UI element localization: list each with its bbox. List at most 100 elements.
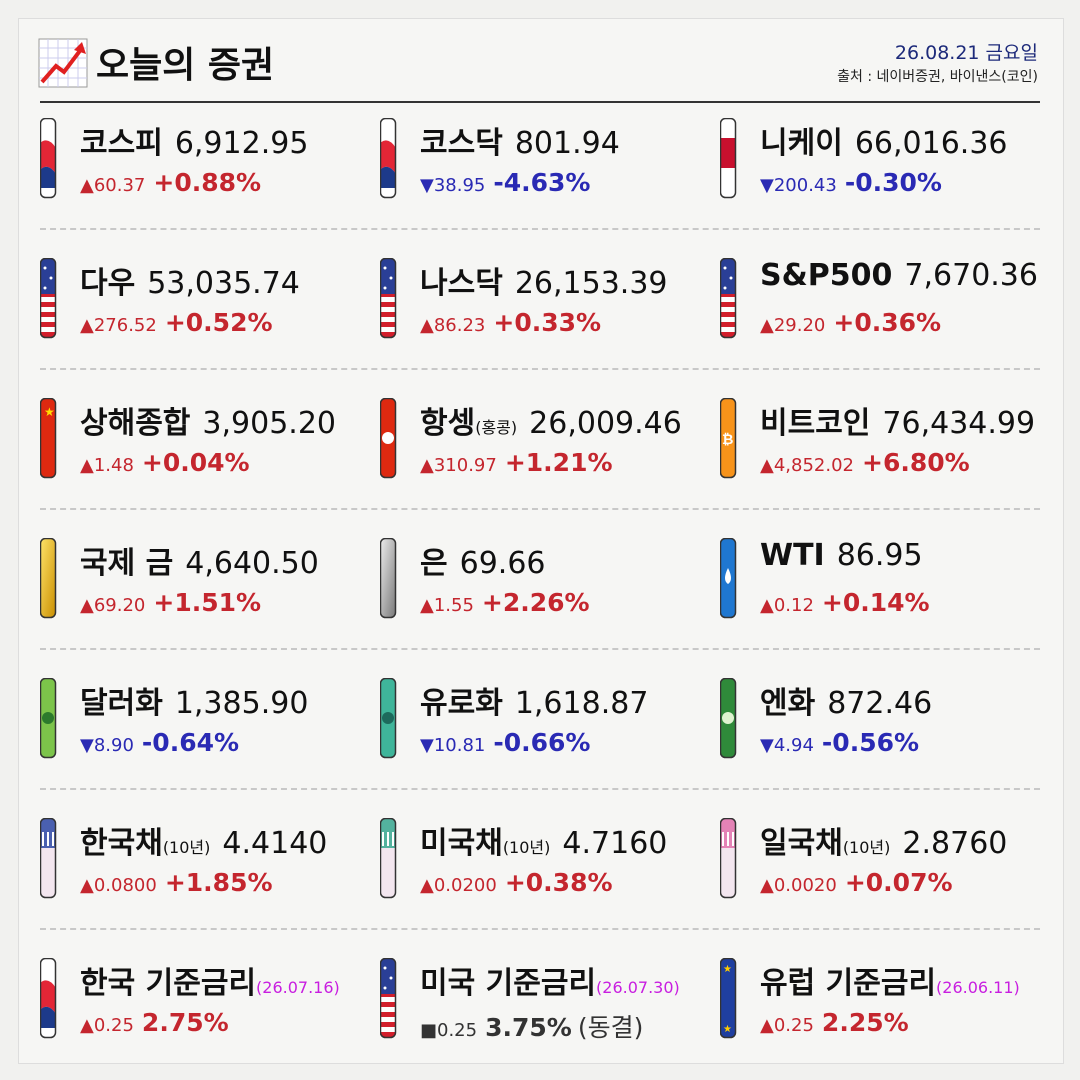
item-name: 코스닥 [420, 126, 503, 161]
item-name: 국제 금 [80, 546, 174, 581]
item-icon [40, 678, 57, 759]
item-change: ▲0.25 [760, 1015, 814, 1036]
item-name: 나스닥 [420, 266, 503, 301]
item-value: 69.66 [459, 546, 546, 581]
item-value: 6,912.95 [174, 126, 309, 161]
date: 26.08.21 금요일 [894, 42, 1038, 64]
item-change: ▲0.12 [760, 595, 814, 616]
item-heading: 달러화 1,385.90 [80, 678, 308, 722]
item-value: 26,153.39 [514, 266, 668, 301]
item-value: 4,640.50 [185, 546, 319, 581]
item-icon [380, 398, 397, 479]
item-heading: 일국채(10년) 2.8760 [760, 818, 1007, 862]
item-change-line: ▲0.0020 +0.07% [760, 868, 953, 897]
item-note: (동결) [577, 1013, 644, 1042]
item-percent: -0.64% [141, 728, 240, 757]
item-percent: +6.80% [862, 448, 970, 477]
item-change-line: ▲29.20 +0.36% [760, 308, 941, 337]
item-change-line: ▼200.43 -0.30% [760, 168, 942, 197]
item-percent: -0.56% [821, 728, 920, 757]
item-percent: +1.51% [153, 588, 262, 617]
item-name: 유로화 [420, 686, 503, 721]
item-heading: 미국채(10년) 4.7160 [420, 818, 667, 862]
item-value: 7,670.36 [904, 258, 1038, 293]
item-name: S&P500 [760, 258, 893, 293]
item-change-line: ▼8.90 -0.64% [80, 728, 239, 757]
item-value: 53,035.74 [147, 266, 300, 301]
item-change-line: ▲1.55 +2.26% [420, 588, 590, 617]
item-heading: 엔화 872.46 [760, 678, 932, 722]
item-value: 4.4140 [222, 826, 328, 861]
item-name: 비트코인 [760, 406, 871, 441]
item-change-line: ▲60.37 +0.88% [80, 168, 261, 197]
row-separator [40, 508, 1040, 510]
item-value: 26,009.46 [529, 406, 682, 441]
item-percent: +0.88% [153, 168, 262, 197]
item-icon [720, 538, 737, 619]
item-change: ▲0.0200 [420, 875, 497, 896]
item-name: 일국채 [760, 826, 843, 861]
source: 출처 : 네이버증권, 바이낸스(코인) [837, 69, 1038, 85]
item-icon [380, 958, 397, 1039]
item-percent: +2.26% [481, 588, 590, 617]
item-change: ▲69.20 [80, 595, 146, 616]
item-suffix: (10년) [162, 838, 211, 857]
item-icon: ★ [40, 398, 57, 479]
item-icon [380, 118, 397, 199]
item-heading: 니케이 66,016.36 [760, 118, 1008, 162]
item-name: 상해종합 [80, 406, 191, 441]
item-heading: 코스피 6,912.95 [80, 118, 308, 162]
row-separator [40, 788, 1040, 790]
item-heading: 미국 기준금리(26.07.30) [420, 958, 680, 1002]
item-change: ■0.25 [420, 1020, 478, 1041]
title: 오늘의 증권 [96, 45, 275, 86]
item-percent: +1.21% [504, 448, 613, 477]
item-name: 달러화 [80, 686, 163, 721]
item-icon [720, 818, 737, 899]
item-name: 미국 기준금리 [420, 966, 597, 1001]
item-change: ▲0.0020 [760, 875, 837, 896]
item-change-line: ▲0.25 2.25% [760, 1008, 909, 1037]
item-value: 66,016.36 [854, 126, 1008, 161]
item-change: ▲310.97 [420, 455, 497, 476]
item-heading: 비트코인 76,434.99 [760, 398, 1035, 442]
item-change: ▲1.55 [420, 595, 474, 616]
item-name: 다우 [80, 266, 136, 301]
item-change-line: ▲0.0800 +1.85% [80, 868, 273, 897]
item-change: ▼10.81 [420, 735, 486, 756]
item-change-line: ▲86.23 +0.33% [420, 308, 601, 337]
svg-text:★: ★ [44, 405, 55, 419]
item-icon: ₿ [720, 398, 737, 479]
item-heading: 국제 금 4,640.50 [80, 538, 319, 582]
item-value: 2.8760 [902, 826, 1008, 861]
item-icon [720, 118, 737, 199]
item-heading: 유로화 1,618.87 [420, 678, 648, 722]
item-icon [380, 818, 397, 899]
item-name: 엔화 [760, 686, 816, 721]
item-icon [40, 118, 57, 199]
item-change-line: ▼4.94 -0.56% [760, 728, 919, 757]
item-percent: 3.75% [485, 1013, 572, 1042]
item-change: ▲0.25 [80, 1015, 134, 1036]
svg-text:★: ★ [723, 964, 732, 975]
item-heading: 한국채(10년) 4.4140 [80, 818, 327, 862]
item-change: ▲86.23 [420, 315, 486, 336]
item-suffix: (10년) [842, 838, 891, 857]
row-separator [40, 368, 1040, 370]
item-percent: 2.75% [141, 1008, 229, 1037]
item-heading: 상해종합 3,905.20 [80, 398, 336, 442]
item-suffix: (26.07.30) [596, 978, 680, 997]
item-value: 801.94 [514, 126, 620, 161]
item-change-line: ▲310.97 +1.21% [420, 448, 613, 477]
chart-icon [38, 38, 88, 88]
item-change: ▼4.94 [760, 735, 814, 756]
item-suffix: (26.07.16) [256, 978, 340, 997]
item-percent: +0.38% [504, 868, 613, 897]
item-percent: -0.66% [493, 728, 591, 757]
item-value: 4.7160 [562, 826, 668, 861]
row-separator [40, 228, 1040, 230]
item-icon [380, 678, 397, 759]
item-name: 은 [420, 546, 448, 581]
item-change: ▲60.37 [80, 175, 146, 196]
